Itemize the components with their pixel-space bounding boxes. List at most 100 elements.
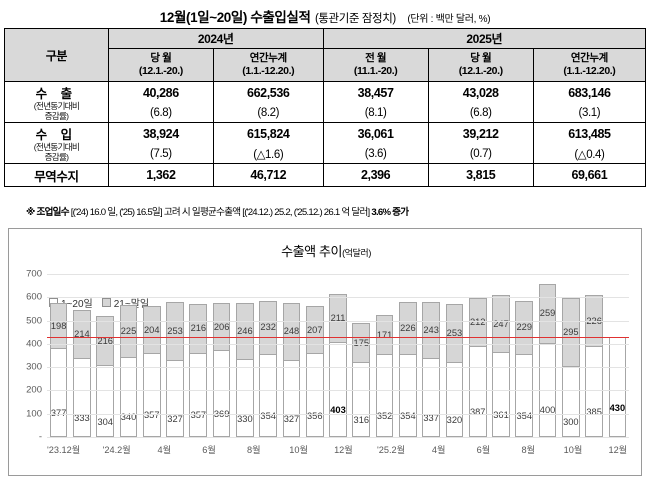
footnote-body: [('24) 16.0 일, ('25) 16.5일] 고려 시 일평균수출액 … [70,207,370,218]
import-2024-month: 38,924 [107,122,214,144]
export-rate-2024-cumulative: (8.2) [212,103,324,123]
bar-segment-early-month: 304 [96,366,115,437]
header-sub-3-name: 당 월 [470,51,492,64]
chart-bar-cell: 204 357 [140,274,163,437]
x-axis-tick-label: 8월 [521,445,535,455]
x-axis-tick-label: '24.2월 [102,445,131,455]
bar-segment-late-month: 243 [422,301,440,359]
chart-bar[interactable]: 253 320 [445,303,464,437]
chart-bar[interactable]: 206 369 [212,303,231,437]
chart-bar[interactable]: 175 316 [352,322,371,437]
table-header-year-row: 구분 2024년 2025년 [4,28,647,82]
bar-value-label: 354 [516,410,533,421]
header-sub-4-name: 연간누계 [570,51,608,64]
bar-segment-early-month: 356 [305,354,324,437]
bar-segment-late-month: 253 [166,301,184,361]
balance-2024-cumulative: 46,712 [212,163,324,187]
chart-bar-cell: 430 [606,274,629,437]
chart-bar[interactable]: 226 354 [399,301,417,437]
chart-bar[interactable]: 232 354 [259,300,278,437]
footnote: ※ 조업일수 [('24) 16.0 일, ('25) 16.5일] 고려 시 … [26,204,409,218]
balance-2025-month: 3,815 [427,163,534,187]
chart-bar[interactable]: 171 352 [375,315,394,437]
y-axis-tick-label: 600 [26,291,42,303]
export-2024-cumulative: 662,536 [212,81,324,103]
bar-segment-late-month: 226 [399,301,417,355]
export-rate-2025-month: (6.8) [427,103,534,123]
chart-bar[interactable]: 253 327 [166,301,184,437]
bar-segment-early-month: 369 [212,351,231,437]
chart-bar[interactable]: 430 [608,336,627,437]
header-sub-2-period: (11.1.-20.) [353,65,398,77]
chart-bar[interactable]: 295 300 [561,298,580,437]
bar-value-label: 352 [376,411,393,422]
chart-bar[interactable]: 226 385 [585,294,603,437]
row-label-export-main: 수 출 [35,87,78,102]
balance-2025-cumulative: 69,661 [532,163,647,187]
bar-segment-early-month: 354 [399,354,417,437]
row-label-import-sub2: 증감률) [44,151,69,162]
page-title: 12월(1일~20일) 수출입실적 (통관기준 잠정치) (단위 : 백만 달러… [0,6,650,27]
chart-bar[interactable]: 211 403 [329,294,347,437]
row-label-balance: 무역수지 [4,163,109,187]
bar-value-label: 229 [516,322,533,333]
x-axis-tick-label: 4월 [157,445,172,455]
chart-bar[interactable]: 229 354 [515,301,534,437]
balance-2024-month: 1,362 [107,163,214,187]
bar-segment-early-month: 354 [515,354,534,437]
bar-value-label: 327 [167,413,183,424]
bar-value-label: 175 [353,337,370,348]
title-main: 12월(1일~20일) 수출입실적 [159,10,311,25]
bar-value-label: 316 [353,415,370,426]
x-axis-tick-label [539,442,561,460]
chart-bar-cell: 243 337 [420,274,443,437]
bar-value-label: 259 [539,308,556,319]
chart-bar[interactable]: 225 340 [119,305,138,437]
x-axis-tick-label [80,442,102,460]
chart-bar[interactable]: 248 327 [282,303,301,437]
chart-bar[interactable]: 216 304 [96,315,115,437]
chart-bar[interactable]: 198 377 [49,303,68,437]
chart-bar[interactable]: 214 333 [73,309,91,437]
footnote-prefix: ※ 조업일수 [26,207,70,218]
bar-segment-early-month: 337 [422,358,440,437]
bar-value-label: 206 [213,321,230,332]
header-sub-0: 당 월 (12.1.-20.) [107,48,214,82]
chart-bar[interactable]: 246 330 [236,302,254,437]
bar-segment-early-month: 377 [49,349,68,437]
footnote-suffix: 3.6% 증가 [371,207,409,218]
chart-bar-cell: 259 400 [536,274,559,437]
bar-segment-early-month: 330 [236,360,254,437]
bar-value-label: 354 [260,410,276,421]
chart-plot-area: 198 377 214 333 216 304 225 340 204 357 253 327 216 3… [26,269,629,443]
chart-bar[interactable]: 243 337 [422,301,440,437]
title-sub: (통관기준 잠정치) [314,13,396,25]
chart-bar-cell: 232 354 [257,274,280,437]
x-axis-tick-label [355,442,377,460]
chart-bar-cell: 198 377 [47,274,70,437]
bar-value-label: 253 [167,325,183,336]
chart-bar[interactable]: 207 356 [305,305,324,437]
y-axis-tick-label: 400 [26,338,42,350]
bar-value-label: 247 [493,318,509,329]
bar-value-label: 357 [144,410,160,421]
bar-segment-late-month: 259 [538,283,557,344]
row-label-import: 수 입 (전년동기대비 증감률) [4,122,109,164]
chart-bar[interactable]: 204 357 [142,306,161,437]
bar-value-label: 211 [330,313,346,324]
chart-bar-cell: 253 327 [163,274,186,437]
legend-label-21-end: 21~말일 [114,295,149,310]
gridline [47,437,629,438]
table-row-import-rate: (7.5) (△1.6) (3.6) (0.7) (△0.4) [5,144,647,164]
x-axis-tick-label [450,442,472,460]
chart-bar[interactable]: 216 357 [189,303,208,437]
table-row-import-value: 수 입 (전년동기대비 증감률) 38,924 615,824 36,061 3… [4,122,647,164]
import-2024-cumulative: 615,824 [212,122,324,144]
import-2025-cumulative: 613,485 [532,122,647,144]
bar-segment-early-month: 327 [282,360,301,437]
import-2025-month: 39,212 [427,122,534,144]
bar-value-label: 212 [469,316,486,327]
import-rate-2024-month: (7.5) [107,144,214,164]
bar-value-label: 214 [74,329,90,340]
chart-bar[interactable]: 247 361 [492,295,510,437]
